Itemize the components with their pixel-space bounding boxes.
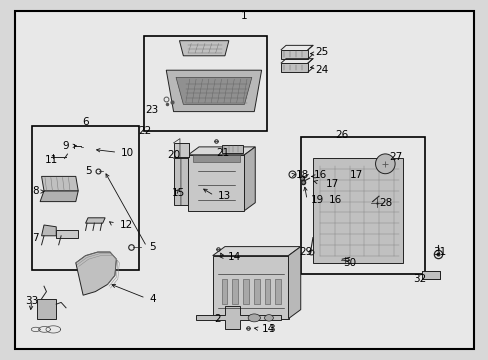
Bar — [37, 299, 56, 319]
Text: 17: 17 — [325, 179, 339, 189]
Text: 10: 10 — [121, 148, 134, 158]
Text: 12: 12 — [120, 220, 133, 230]
Bar — [222, 145, 243, 153]
Text: 16: 16 — [327, 195, 341, 205]
Text: 20: 20 — [167, 150, 180, 160]
Polygon shape — [176, 77, 251, 104]
Bar — [312, 158, 403, 263]
Text: 32: 32 — [412, 274, 426, 284]
Text: 21: 21 — [215, 148, 229, 158]
Text: 18: 18 — [295, 170, 308, 180]
Polygon shape — [288, 247, 300, 319]
Text: 30: 30 — [343, 258, 355, 268]
Polygon shape — [212, 247, 300, 256]
Text: 27: 27 — [388, 152, 401, 162]
Text: 8: 8 — [32, 186, 39, 196]
Polygon shape — [195, 306, 281, 329]
Polygon shape — [179, 41, 228, 56]
Bar — [232, 279, 238, 304]
Text: 14: 14 — [261, 324, 274, 334]
Bar — [188, 155, 244, 211]
Ellipse shape — [264, 315, 273, 321]
Text: 22: 22 — [138, 126, 152, 136]
Text: 33: 33 — [25, 296, 39, 306]
Text: 24: 24 — [315, 65, 328, 75]
Text: 25: 25 — [315, 47, 328, 57]
Polygon shape — [188, 147, 255, 155]
Text: 15: 15 — [171, 188, 185, 198]
Text: 14: 14 — [227, 252, 240, 262]
Polygon shape — [41, 225, 56, 236]
Text: 9: 9 — [62, 141, 69, 151]
Bar — [173, 143, 189, 157]
Bar — [144, 36, 266, 131]
Text: 6: 6 — [82, 117, 89, 127]
Text: 5: 5 — [85, 166, 92, 176]
Polygon shape — [244, 147, 255, 211]
Polygon shape — [40, 191, 78, 202]
Ellipse shape — [247, 314, 260, 322]
Polygon shape — [41, 176, 78, 191]
Text: 28: 28 — [378, 198, 391, 208]
Text: 17: 17 — [349, 170, 362, 180]
Polygon shape — [173, 158, 188, 205]
Polygon shape — [56, 230, 78, 238]
Text: 11: 11 — [44, 155, 58, 165]
Text: 26: 26 — [335, 130, 348, 140]
Text: 19: 19 — [310, 195, 323, 205]
Bar — [264, 279, 270, 304]
Text: 4: 4 — [149, 294, 156, 304]
Bar — [281, 63, 307, 72]
Bar — [212, 256, 288, 319]
Bar — [300, 137, 425, 274]
Text: 5: 5 — [149, 242, 156, 252]
Polygon shape — [166, 70, 261, 112]
Bar — [193, 155, 239, 162]
Bar — [243, 279, 248, 304]
Bar — [32, 126, 139, 270]
Polygon shape — [76, 252, 116, 295]
Text: 3: 3 — [267, 324, 274, 334]
Ellipse shape — [375, 154, 394, 174]
Text: 29: 29 — [298, 247, 312, 257]
Text: 16: 16 — [313, 170, 326, 180]
Bar — [221, 279, 227, 304]
Text: 1: 1 — [241, 11, 247, 21]
Bar — [281, 50, 307, 59]
Bar — [253, 279, 259, 304]
Text: 23: 23 — [144, 105, 158, 115]
Text: 13: 13 — [217, 191, 230, 201]
Bar — [421, 271, 439, 279]
Text: 7: 7 — [32, 233, 39, 243]
Polygon shape — [85, 218, 105, 223]
Text: 31: 31 — [432, 247, 445, 257]
Text: 2: 2 — [214, 314, 221, 324]
Bar — [275, 279, 281, 304]
